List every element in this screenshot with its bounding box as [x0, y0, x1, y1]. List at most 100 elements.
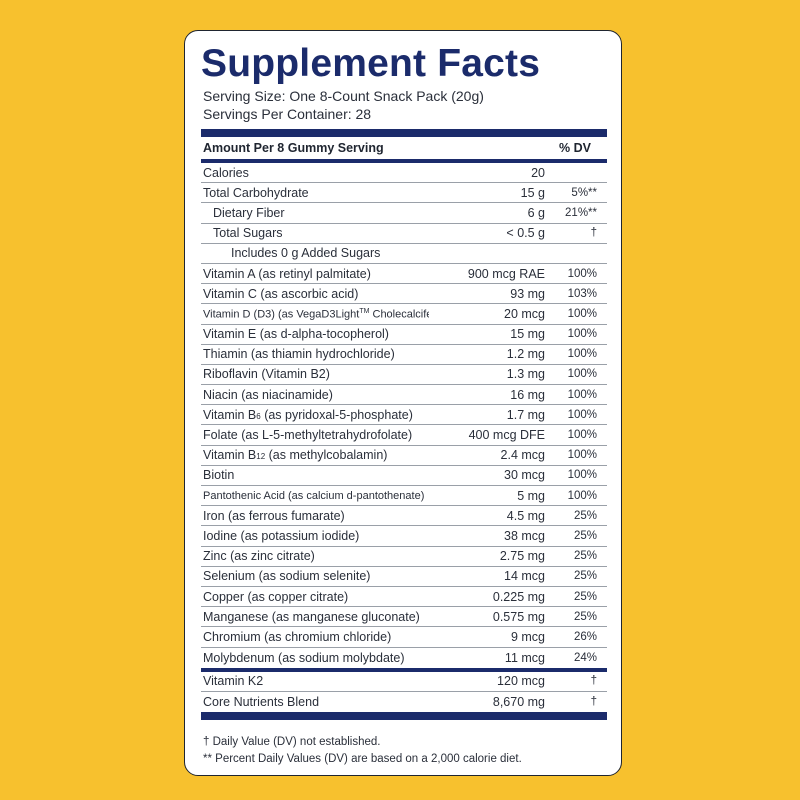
table-row: Vitamin K2 120 mcg † [201, 672, 607, 692]
nutrient-amount: 38 mcg [504, 528, 545, 543]
nutrient-dv: 100% [567, 489, 597, 502]
nutrient-amount: 2.4 mcg [500, 448, 545, 463]
table-row: Manganese (as manganese gluconate) 0.575 … [201, 607, 607, 628]
divider-thick [201, 712, 607, 721]
nutrient-amount: 30 mcg [504, 468, 545, 483]
nutrient-amount: 1.2 mg [506, 347, 545, 362]
nutrient-name: Vitamin E (as d-alpha-tocopherol) [203, 327, 389, 342]
divider-thick [201, 129, 607, 137]
table-row: Vitamin B12 (as methylcobalamin) 2.4 mcg 1… [201, 446, 607, 466]
amount-per-serving-label: Amount Per 8 Gummy Serving [203, 141, 384, 155]
nutrient-name: Vitamin B6 (as pyridoxal-5-phosphate) [201, 408, 429, 422]
table-row: Total Carbohydrate 15 g 5%** [201, 183, 607, 204]
table-row: Vitamin B6 (as pyridoxal-5-phosphate) 1.7… [201, 405, 607, 426]
nutrient-dv: 100% [567, 328, 597, 341]
nutrient-dv: 100% [567, 368, 597, 381]
nutrient-dv: 25% [573, 529, 597, 542]
table-row: Folate (as L-5-methyltetrahydrofolate) 40… [201, 425, 607, 446]
table-row: Copper (as copper citrate) 0.225 mg 25% [201, 587, 607, 608]
divider-medium [201, 667, 607, 672]
nutrient-dv: 100% [567, 388, 597, 401]
nutrient-dv: 26% [573, 630, 597, 643]
nutrient-name: Molybdenum (as sodium molybdate) [203, 650, 405, 665]
nutrient-name: Vitamin B12 (as methylcobalamin) [201, 448, 429, 462]
nutrient-dv: 100% [567, 267, 597, 280]
nutrient-amount: 6 g [527, 205, 545, 220]
nutrient-amount: 20 mcg [504, 306, 545, 321]
table-row: Iodine (as potassium iodide) 38 mcg 25% [201, 526, 607, 547]
nutrient-name: Riboflavin (Vitamin B2) [203, 367, 330, 382]
nutrient-amount: 15 mg [510, 327, 545, 342]
table-row: Core Nutrients Blend 8,670 mg † [201, 692, 607, 712]
nutrient-name-part: Cholecalciferol) [372, 308, 429, 321]
nutrient-dv: 25% [573, 509, 597, 522]
nutrient-name: Vitamin C (as ascorbic acid) [203, 286, 359, 301]
nutrient-amount: 93 mg [510, 286, 545, 301]
nutrient-amount: 15 g [520, 185, 545, 200]
nutrient-dv: 25% [573, 590, 597, 603]
nutrient-name: Total Sugars [213, 226, 283, 241]
nutrient-name-part: (as pyridoxal-5-phosphate) [260, 407, 413, 422]
footnote-dagger: † Daily Value (DV) not established. [203, 736, 381, 749]
nutrient-amount: 4.5 mg [506, 508, 545, 523]
dv-header-label: % DV [559, 141, 591, 155]
nutrient-dv: 100% [567, 429, 597, 442]
nutrient-name: Iron (as ferrous fumarate) [203, 508, 345, 523]
table-row: Vitamin E (as d-alpha-tocopherol) 15 mg 10… [201, 325, 607, 345]
nutrient-name-part: Vitamin D (D3) (as VegaD3Light [203, 308, 360, 321]
nutrient-name: Dietary Fiber [213, 205, 285, 220]
nutrient-dv: 100% [567, 408, 597, 421]
nutrient-amount: 1.3 mg [506, 367, 545, 382]
panel-title: Supplement Facts [201, 42, 541, 85]
subscript-number: 6 [256, 411, 261, 421]
nutrient-amount: 16 mg [510, 387, 545, 402]
table-row: Vitamin D (D3) (as VegaD3LightTM Choleca… [201, 304, 607, 325]
nutrient-name: Pantothenic Acid (as calcium d-pantothen… [203, 489, 425, 502]
nutrient-dv: 100% [567, 449, 597, 462]
nutrient-amount: 9 mcg [510, 629, 545, 644]
divider-medium [201, 159, 607, 163]
table-row: Selenium (as sodium selenite) 14 mcg 25% [201, 567, 607, 587]
nutrient-dv: 100% [567, 469, 597, 482]
nutrient-dv: † [590, 227, 597, 240]
nutrient-name: Total Carbohydrate [203, 185, 309, 200]
nutrient-name: Calories [203, 165, 249, 180]
table-header: Amount Per 8 Gummy Serving % DV [201, 137, 607, 159]
subscript-number: 12 [256, 452, 266, 462]
nutrient-amount: 0.575 mg [492, 609, 545, 624]
nutrient-dv: † [590, 675, 597, 688]
nutrient-name-part: (as methylcobalamin) [265, 448, 388, 463]
table-row: Calories 20 [201, 163, 607, 184]
nutrient-dv: 25% [573, 550, 597, 563]
table-row: Total Sugars < 0.5 g † [201, 224, 607, 244]
nutrient-name: Selenium (as sodium selenite) [203, 569, 371, 584]
nutrient-dv: 100% [567, 348, 597, 361]
nutrient-amount: 14 mcg [504, 569, 545, 584]
nutrient-dv: 5%** [571, 186, 597, 199]
nutrient-dv: 21%** [565, 206, 597, 219]
nutrient-amount: 400 mcg DFE [468, 428, 545, 443]
nutrient-name: Chromium (as chromium chloride) [203, 629, 392, 644]
nutrient-amount: 0.225 mg [492, 589, 545, 604]
table-row: Zinc (as zinc citrate) 2.75 mg 25% [201, 547, 607, 567]
table-row: Vitamin C (as ascorbic acid) 93 mg 103% [201, 284, 607, 305]
nutrient-name: Zinc (as zinc citrate) [203, 549, 315, 564]
nutrient-name: Biotin [203, 468, 235, 483]
nutrient-name: Vitamin K2 [203, 674, 264, 689]
nutrient-name: Thiamin (as thiamin hydrochloride) [203, 347, 395, 362]
nutrient-amount: < 0.5 g [506, 226, 545, 241]
table-row: Riboflavin (Vitamin B2) 1.3 mg 100% [201, 365, 607, 386]
nutrient-dv: 100% [567, 307, 597, 320]
table-row: Biotin 30 mcg 100% [201, 466, 607, 486]
nutrient-name-part: Vitamin B [203, 407, 257, 422]
nutrient-dv: † [590, 695, 597, 708]
nutrient-name: Vitamin A (as retinyl palmitate) [203, 266, 371, 281]
nutrient-name: Includes 0 g Added Sugars [231, 246, 381, 261]
footnote-double-asterisk: ** Percent Daily Values (DV) are based o… [203, 753, 522, 766]
supplement-facts-panel: Supplement Facts Serving Size: One 8-Cou… [184, 30, 622, 776]
table-row: Niacin (as niacinamide) 16 mg 100% [201, 385, 607, 406]
nutrient-name: Niacin (as niacinamide) [203, 387, 333, 402]
table-row: Pantothenic Acid (as calcium d-pantothen… [201, 486, 607, 507]
nutrient-name: Vitamin D (D3) (as VegaD3LightTM Choleca… [201, 308, 429, 321]
nutrient-amount: 900 mcg RAE [467, 266, 545, 281]
